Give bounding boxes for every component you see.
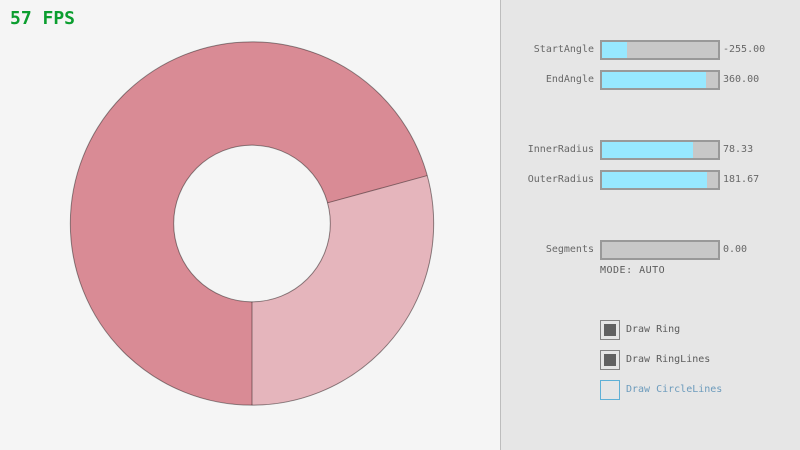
ring-drawing-canvas[interactable] <box>0 0 500 450</box>
slider-start-angle[interactable] <box>600 40 720 60</box>
fps-counter: 57 FPS <box>10 8 76 29</box>
slider-inner-radius[interactable] <box>600 140 720 160</box>
slider-fill-end-angle <box>602 72 707 88</box>
slider-label-segments: Segments <box>545 244 594 255</box>
checkbox-row-draw-ring: Draw Ring <box>501 320 800 340</box>
controls-panel: StartAngle -255.00 EndAngle 360.00 InnerRadi… <box>500 0 800 450</box>
checkbox-label-draw-ring: Draw Ring <box>626 324 681 335</box>
ring-angle-lines <box>251 175 428 406</box>
ring-sector-light <box>252 175 434 406</box>
slider-segments[interactable] <box>600 240 720 260</box>
slider-row-end-angle: EndAngle 360.00 <box>501 70 800 90</box>
slider-row-segments: Segments 0.00 <box>501 240 800 260</box>
slider-fill-inner-radius <box>602 142 693 158</box>
checkbox-draw-ring[interactable] <box>600 320 620 340</box>
checkbox-label-draw-ring-lines: Draw RingLines <box>626 354 711 365</box>
slider-outer-radius[interactable] <box>600 170 720 190</box>
checkmark-fill-icon <box>604 354 616 366</box>
checkbox-row-draw-ring-lines: Draw RingLines <box>501 350 800 370</box>
slider-value-inner-radius: 78.33 <box>723 144 754 155</box>
slider-value-start-angle: -255.00 <box>723 44 766 55</box>
checkmark-fill-icon <box>604 324 616 336</box>
slider-label-inner-radius: InnerRadius <box>527 144 594 155</box>
slider-fill-start-angle <box>602 42 628 58</box>
slider-row-inner-radius: InnerRadius 78.33 <box>501 140 800 160</box>
slider-end-angle[interactable] <box>600 70 720 90</box>
slider-fill-outer-radius <box>602 172 708 188</box>
slider-label-end-angle: EndAngle <box>545 74 594 85</box>
checkbox-empty <box>604 384 616 396</box>
checkbox-draw-circle-lines[interactable] <box>600 380 620 400</box>
checkbox-draw-ring-lines[interactable] <box>600 350 620 370</box>
slider-value-end-angle: 360.00 <box>723 74 760 85</box>
slider-label-outer-radius: OuterRadius <box>527 174 594 185</box>
mode-label: MODE: AUTO <box>600 265 666 276</box>
checkbox-row-draw-circle-lines: Draw CircleLines <box>501 380 800 400</box>
slider-row-start-angle: StartAngle -255.00 <box>501 40 800 60</box>
checkbox-label-draw-circle-lines: Draw CircleLines <box>626 384 723 395</box>
slider-label-start-angle: StartAngle <box>533 44 594 55</box>
ring-inner-outline <box>173 144 331 303</box>
slider-value-outer-radius: 181.67 <box>723 174 760 185</box>
ring-outer-outline <box>69 41 435 406</box>
slider-row-outer-radius: OuterRadius 181.67 <box>501 170 800 190</box>
slider-value-segments: 0.00 <box>723 244 748 255</box>
